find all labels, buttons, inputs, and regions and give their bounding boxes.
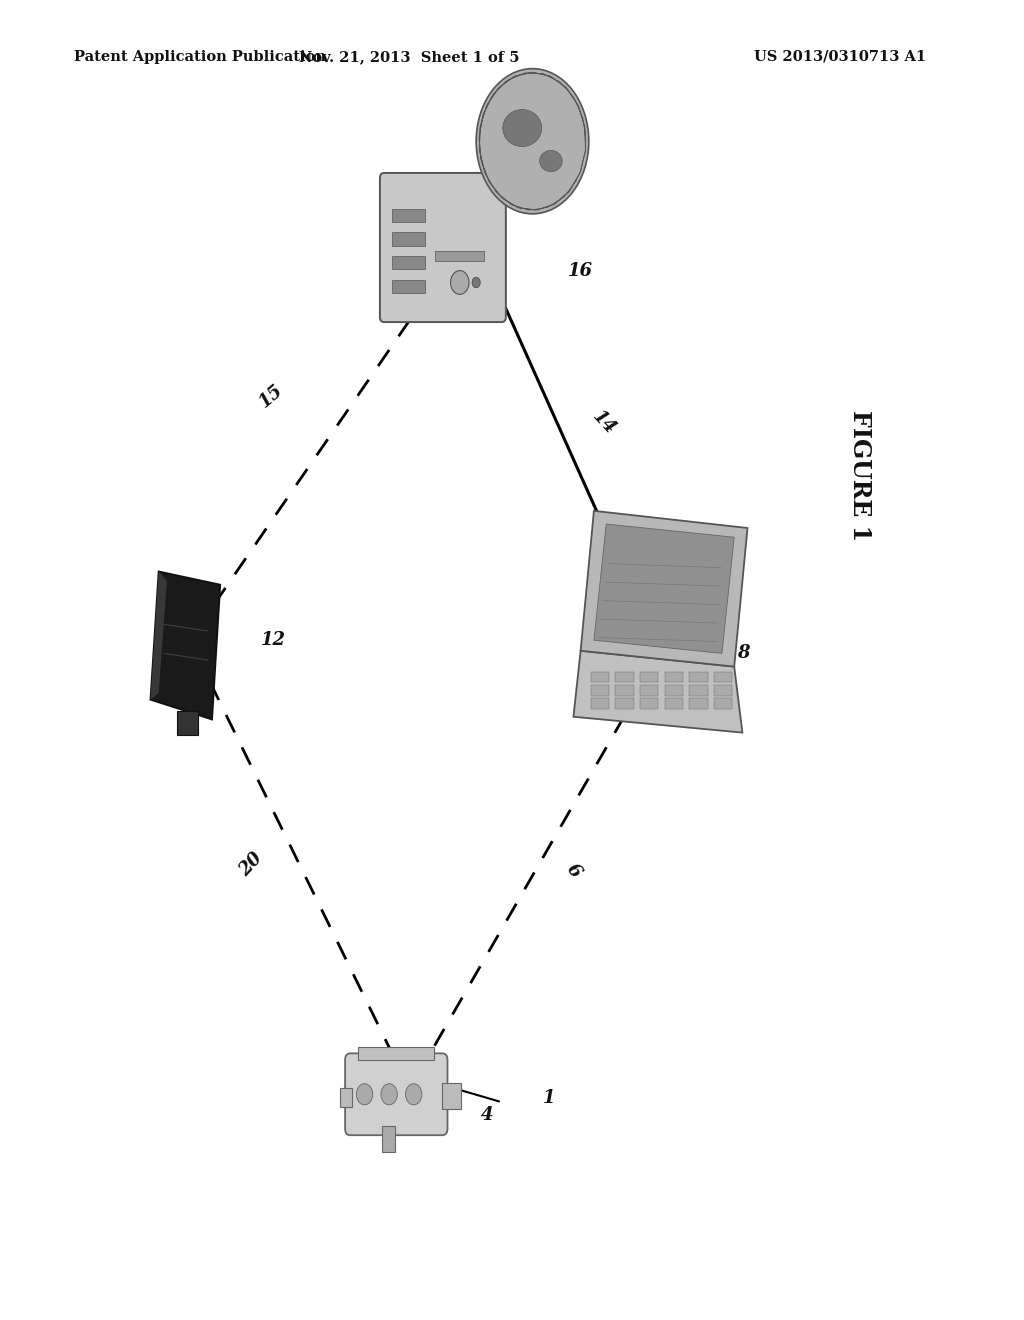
Polygon shape bbox=[581, 511, 748, 667]
Circle shape bbox=[406, 1084, 422, 1105]
Bar bbox=[714, 685, 732, 696]
Text: 8: 8 bbox=[737, 644, 750, 663]
Text: Nov. 21, 2013  Sheet 1 of 5: Nov. 21, 2013 Sheet 1 of 5 bbox=[299, 50, 520, 63]
Bar bbox=[358, 1047, 434, 1060]
Polygon shape bbox=[151, 572, 167, 700]
Bar bbox=[442, 1082, 461, 1109]
Text: 6: 6 bbox=[562, 861, 585, 882]
Text: Patent Application Publication: Patent Application Publication bbox=[74, 50, 326, 63]
Circle shape bbox=[472, 277, 480, 288]
Bar bbox=[665, 685, 683, 696]
Text: 4: 4 bbox=[481, 1106, 494, 1125]
Text: 12: 12 bbox=[261, 631, 286, 649]
Bar bbox=[340, 1088, 352, 1106]
FancyBboxPatch shape bbox=[380, 173, 506, 322]
Bar bbox=[392, 209, 425, 222]
Circle shape bbox=[356, 1084, 373, 1105]
Bar bbox=[591, 685, 609, 696]
Text: 1: 1 bbox=[543, 1089, 555, 1107]
Bar bbox=[714, 672, 732, 682]
Bar bbox=[640, 698, 658, 709]
Bar bbox=[392, 280, 425, 293]
Polygon shape bbox=[594, 524, 734, 653]
Text: 20: 20 bbox=[236, 849, 266, 880]
Bar bbox=[177, 711, 198, 735]
Circle shape bbox=[476, 69, 589, 214]
Bar bbox=[640, 672, 658, 682]
Polygon shape bbox=[573, 651, 742, 733]
Bar bbox=[640, 685, 658, 696]
Text: US 2013/0310713 A1: US 2013/0310713 A1 bbox=[754, 50, 926, 63]
Text: 14: 14 bbox=[589, 407, 620, 438]
Bar bbox=[383, 1126, 395, 1152]
Bar bbox=[615, 698, 634, 709]
Text: 15: 15 bbox=[256, 381, 287, 411]
Ellipse shape bbox=[503, 110, 542, 147]
Text: 16: 16 bbox=[568, 261, 593, 280]
Bar bbox=[615, 672, 634, 682]
Bar bbox=[615, 685, 634, 696]
Bar bbox=[714, 698, 732, 709]
Bar bbox=[591, 698, 609, 709]
Circle shape bbox=[451, 271, 469, 294]
Circle shape bbox=[381, 1084, 397, 1105]
Bar bbox=[665, 672, 683, 682]
Bar bbox=[665, 698, 683, 709]
Text: FIGURE 1: FIGURE 1 bbox=[848, 409, 872, 541]
Bar bbox=[689, 698, 708, 709]
Bar bbox=[689, 685, 708, 696]
Bar bbox=[591, 672, 609, 682]
Bar bbox=[689, 672, 708, 682]
FancyBboxPatch shape bbox=[345, 1053, 447, 1135]
Bar bbox=[435, 251, 484, 261]
Polygon shape bbox=[151, 572, 220, 719]
Ellipse shape bbox=[540, 150, 562, 172]
Bar bbox=[392, 232, 425, 246]
Bar bbox=[392, 256, 425, 269]
